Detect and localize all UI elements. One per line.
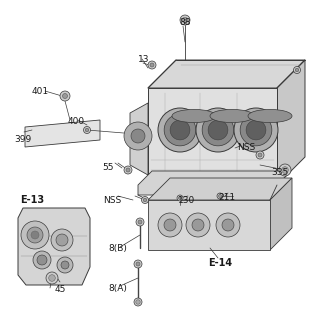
- Circle shape: [170, 120, 190, 140]
- Text: NSS: NSS: [237, 143, 255, 152]
- Circle shape: [57, 257, 73, 273]
- Circle shape: [258, 153, 262, 157]
- Circle shape: [234, 108, 278, 152]
- Polygon shape: [148, 178, 292, 200]
- Circle shape: [164, 114, 196, 146]
- Circle shape: [164, 219, 176, 231]
- Circle shape: [138, 220, 142, 224]
- Circle shape: [177, 195, 183, 201]
- Circle shape: [240, 114, 272, 146]
- Ellipse shape: [172, 109, 216, 123]
- Circle shape: [134, 260, 142, 268]
- Circle shape: [202, 114, 234, 146]
- Circle shape: [46, 272, 58, 284]
- Bar: [148, 88, 277, 185]
- Circle shape: [217, 193, 223, 199]
- Polygon shape: [148, 60, 305, 88]
- Circle shape: [216, 213, 240, 237]
- Text: 335: 335: [271, 168, 288, 177]
- Circle shape: [218, 195, 222, 197]
- Text: E-13: E-13: [20, 195, 44, 205]
- Circle shape: [136, 218, 144, 226]
- Text: 401: 401: [32, 87, 49, 96]
- Circle shape: [136, 300, 140, 304]
- Polygon shape: [25, 120, 100, 147]
- Text: 55: 55: [102, 163, 114, 172]
- Circle shape: [208, 120, 228, 140]
- Circle shape: [31, 231, 39, 239]
- Circle shape: [37, 255, 47, 265]
- Circle shape: [85, 128, 89, 132]
- Circle shape: [134, 298, 142, 306]
- Text: 45: 45: [55, 285, 66, 294]
- Circle shape: [49, 275, 55, 281]
- Circle shape: [150, 63, 154, 67]
- Circle shape: [158, 213, 182, 237]
- Circle shape: [148, 61, 156, 69]
- Text: E-14: E-14: [208, 258, 232, 268]
- Text: 400: 400: [68, 117, 85, 126]
- Circle shape: [124, 166, 132, 174]
- Circle shape: [256, 151, 264, 159]
- Circle shape: [196, 108, 240, 152]
- Circle shape: [180, 15, 190, 25]
- Polygon shape: [277, 60, 305, 185]
- Circle shape: [178, 196, 182, 199]
- Circle shape: [61, 261, 69, 269]
- Circle shape: [294, 67, 300, 74]
- Circle shape: [192, 219, 204, 231]
- Circle shape: [143, 198, 147, 202]
- Polygon shape: [270, 178, 292, 250]
- Circle shape: [60, 91, 70, 101]
- Text: 13: 13: [138, 55, 150, 64]
- Text: 399: 399: [14, 135, 31, 144]
- Circle shape: [33, 251, 51, 269]
- Circle shape: [27, 227, 43, 243]
- Circle shape: [21, 221, 49, 249]
- Circle shape: [84, 126, 90, 133]
- Circle shape: [282, 167, 288, 173]
- Circle shape: [136, 262, 140, 266]
- Ellipse shape: [210, 109, 254, 123]
- Circle shape: [279, 164, 291, 176]
- Circle shape: [56, 234, 68, 246]
- Circle shape: [124, 122, 152, 150]
- Circle shape: [141, 196, 148, 204]
- Circle shape: [295, 68, 299, 72]
- Polygon shape: [18, 208, 90, 285]
- Text: 130: 130: [178, 196, 195, 205]
- Circle shape: [246, 120, 266, 140]
- Text: 88: 88: [179, 18, 191, 27]
- Circle shape: [131, 129, 145, 143]
- Bar: [148, 200, 270, 250]
- Circle shape: [222, 219, 234, 231]
- Polygon shape: [130, 103, 148, 175]
- Circle shape: [158, 108, 202, 152]
- Polygon shape: [138, 171, 291, 195]
- Text: 8(B): 8(B): [108, 244, 127, 253]
- Circle shape: [126, 168, 130, 172]
- Text: 8(A): 8(A): [108, 284, 127, 293]
- Circle shape: [63, 93, 68, 99]
- Ellipse shape: [248, 109, 292, 123]
- Text: 211: 211: [218, 193, 235, 202]
- Circle shape: [186, 213, 210, 237]
- Circle shape: [182, 17, 188, 23]
- Circle shape: [51, 229, 73, 251]
- Text: NSS: NSS: [103, 196, 121, 205]
